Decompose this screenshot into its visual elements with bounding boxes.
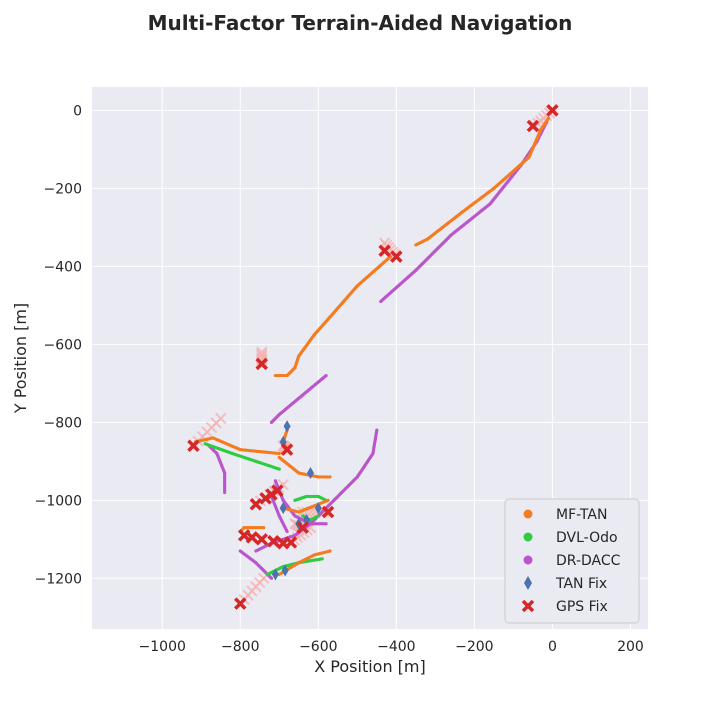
series-dvl-odo-point [316, 514, 320, 518]
series-dvl-odo-segment [203, 442, 281, 471]
gps-fix-layer [187, 104, 559, 610]
chart-title: Multi-Factor Terrain-Aided Navigation [148, 11, 573, 35]
legend-box [504, 498, 640, 624]
legend: MF-TAN DVL-Odo DR-DACC TAN Fix GPS Fix [504, 498, 640, 624]
y-tick-label: −200 [44, 181, 82, 197]
series-dr-dacc-point [285, 529, 289, 534]
legend-label-gps-fix: GPS Fix [556, 599, 608, 615]
series-mf-tan-segment [273, 255, 393, 378]
tan-fix-marker [303, 513, 311, 526]
gps-fix-marker [187, 439, 200, 452]
grid-lines [92, 87, 648, 629]
series-layer [193, 116, 551, 580]
tan-fix-marker [314, 502, 322, 515]
gps-fix-marker [378, 244, 391, 258]
y-tick-label: −800 [44, 415, 82, 431]
series-dvl-odo-point [320, 557, 324, 561]
gps-fix-marker [284, 536, 298, 549]
series-mf-tan-point [414, 243, 418, 247]
gps-trail-marker [215, 412, 227, 425]
series-dr-dacc-segment [379, 120, 549, 304]
legend-marker-mf-tan [523, 509, 533, 519]
tan-fix-layer [271, 420, 322, 581]
series-mf-tan-point [326, 498, 330, 502]
x-tick-label: 0 [548, 639, 557, 655]
legend-label-dvl-odo: DVL-Odo [556, 530, 618, 546]
y-tick-label: −600 [44, 337, 82, 353]
series-dr-dacc-point [223, 490, 227, 495]
series-mf-tan-segment [277, 549, 332, 577]
series-mf-tan-point [277, 451, 281, 456]
tick-labels: −1000 −800 −600 −400 −200 0 200 −1200 −1000 −800 −… [35, 103, 644, 655]
gps-fix-marker [321, 505, 335, 519]
series-mf-tan-point [273, 373, 277, 378]
gps-fix-marker [296, 521, 309, 534]
x-tick-label: −600 [299, 639, 337, 655]
legend-marker-gps-fix [521, 599, 535, 613]
gps-fix-marker [267, 535, 280, 548]
series-mf-tan-segment [238, 526, 266, 534]
x-tick-label: −800 [221, 639, 259, 655]
gps-fix-marker [255, 533, 268, 546]
series-mf-tan-point [328, 475, 332, 479]
tan-fix-marker [279, 435, 287, 448]
series-dr-dacc-segment [269, 373, 328, 424]
legend-label-mf-tan: MF-TAN [556, 507, 607, 523]
y-axis-label: Y Position [m] [11, 303, 30, 414]
gps-fix-marker [526, 119, 540, 133]
series-dvl-odo-segment [293, 494, 328, 502]
legend-marker-tan-fix [524, 576, 532, 590]
series-mf-tan-segment [277, 455, 332, 479]
gps-fix-marker [234, 597, 247, 610]
tan-fix-marker [306, 467, 314, 480]
legend-label-dr-dacc: DR-DACC [556, 553, 621, 569]
x-axis-label: X Position [m] [314, 657, 426, 676]
x-tick-label: −1000 [139, 639, 186, 655]
series-dr-dacc-segment [254, 428, 379, 553]
series-dr-dacc-point [254, 549, 258, 553]
legend-label-tan-fix: TAN Fix [555, 576, 607, 592]
series-dr-dacc-point [269, 576, 274, 580]
x-tick-label: −200 [455, 639, 493, 655]
series-mf-tan-point [262, 526, 266, 530]
gps-fix-marker [390, 250, 403, 263]
series-dr-dacc-segment [207, 444, 227, 495]
tan-fix-marker [279, 502, 287, 515]
series-dr-dacc-segment [269, 494, 289, 534]
gps-trail-marker [256, 354, 268, 366]
tan-fix-marker [271, 568, 279, 581]
x-tick-label: 200 [617, 639, 644, 655]
gps-fix-marker [280, 443, 294, 456]
x-tick-label: −400 [377, 639, 415, 655]
gps-fix-marker [271, 484, 284, 497]
gps-fix-marker [249, 497, 263, 511]
y-tick-label: −1000 [35, 493, 82, 509]
series-mf-tan-segment [414, 116, 551, 247]
y-tick-label: −1200 [35, 571, 82, 587]
series-dr-dacc-point [379, 299, 383, 304]
series-mf-tan-point [328, 549, 332, 553]
legend-marker-dr-dacc [523, 555, 533, 565]
gps-fix-marker [546, 104, 559, 117]
y-tick-label: −400 [44, 259, 82, 275]
y-tick-label: 0 [73, 103, 82, 119]
gps-fix-marker [245, 531, 259, 544]
tan-fix-marker [283, 420, 291, 433]
tan-fix-marker [281, 564, 289, 577]
series-dvl-odo-point [277, 467, 281, 471]
legend-marker-dvl-odo [523, 532, 533, 542]
gps-fix-marker [255, 357, 268, 371]
series-dr-dacc-point [324, 522, 328, 526]
series-dr-dacc-point [324, 373, 328, 378]
